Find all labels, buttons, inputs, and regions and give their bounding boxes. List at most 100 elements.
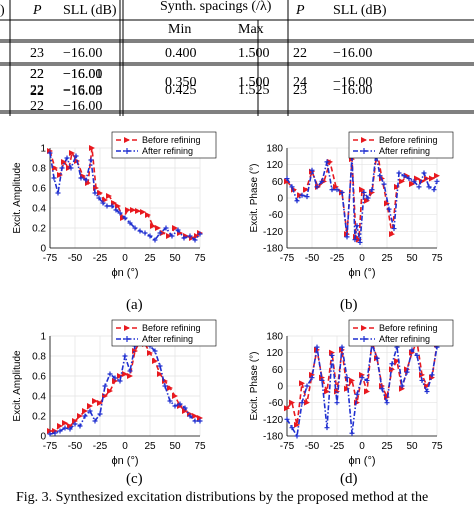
point-before xyxy=(145,212,151,218)
point-before xyxy=(419,371,425,378)
x-tick-label: 75 xyxy=(431,441,443,452)
x-tick-label: 25 xyxy=(381,441,393,452)
r3-sll-c: −16.00 xyxy=(63,99,102,114)
x-tick-label: -50 xyxy=(68,441,83,452)
legend-after-label: After refining xyxy=(379,334,430,344)
point-before xyxy=(87,403,93,409)
point-before xyxy=(57,423,63,429)
point-before xyxy=(284,178,290,185)
point-before xyxy=(434,172,440,179)
point-before xyxy=(369,189,375,196)
point-after xyxy=(117,210,123,216)
point-before xyxy=(384,200,390,207)
point-before xyxy=(389,231,395,238)
point-after xyxy=(424,389,430,395)
point-after xyxy=(361,189,367,195)
point-before xyxy=(160,230,166,236)
point-before xyxy=(127,373,133,379)
chart-d-phase: -75 -50 -25 0 25 50 75 -180 -120 -60 0 60 120 180 Exci… xyxy=(249,319,454,467)
x-axis-label: ϕn (°) xyxy=(348,455,375,467)
point-before xyxy=(359,186,365,193)
caption-d: (d) xyxy=(340,471,358,487)
header-p2: P xyxy=(295,3,305,18)
x-tick-label: -25 xyxy=(93,253,108,264)
point-before xyxy=(57,172,63,178)
point-before xyxy=(294,421,300,428)
r3-sll-a: −16.00 xyxy=(63,67,102,82)
point-after xyxy=(187,413,193,419)
y-tick-label: -180 xyxy=(263,432,283,443)
point-before xyxy=(112,378,118,384)
x-tick-label: -25 xyxy=(330,253,345,264)
legend-after-marker xyxy=(361,336,367,342)
point-after xyxy=(319,178,325,184)
point-after xyxy=(377,173,383,179)
point-after xyxy=(113,207,119,213)
point-after xyxy=(354,223,360,229)
point-after xyxy=(289,425,295,431)
point-after xyxy=(399,383,405,389)
r1-max: 1.500 xyxy=(238,46,270,61)
y-tick-label: 1 xyxy=(40,332,46,343)
legend-box xyxy=(111,319,217,347)
r1-min: 0.400 xyxy=(165,46,197,61)
point-after xyxy=(127,220,133,226)
r3-sll-b: −16.00 xyxy=(63,83,102,98)
point-before xyxy=(122,371,128,377)
x-axis-label: ϕn (°) xyxy=(348,267,375,279)
header-sll2: SLL (dB) xyxy=(333,3,387,18)
y-tick-label: 0.8 xyxy=(32,352,46,363)
x-tick-label: -75 xyxy=(43,253,58,264)
point-after xyxy=(72,421,78,427)
point-before xyxy=(334,388,340,395)
point-after xyxy=(364,377,370,383)
point-after xyxy=(406,176,412,182)
point-before xyxy=(106,193,112,199)
point-after xyxy=(117,378,123,384)
point-before xyxy=(72,418,78,424)
point-before xyxy=(150,223,156,229)
point-before xyxy=(172,393,178,399)
legend-after-marker xyxy=(124,148,130,154)
results-table-part2: 22 22 22 −16.00 −16.00 −16.00 0.425 1.52… xyxy=(0,64,474,116)
point-after xyxy=(51,175,57,181)
r2-min: 0.350 xyxy=(165,75,197,90)
point-after xyxy=(104,203,110,209)
y-tick-label: 0.6 xyxy=(32,184,46,195)
y-tick-label: 0 xyxy=(277,194,283,205)
point-after xyxy=(162,383,168,389)
point-after xyxy=(344,375,350,381)
point-after xyxy=(147,233,153,239)
y-tick-label: 0.4 xyxy=(32,392,46,403)
point-after xyxy=(92,418,98,424)
point-after xyxy=(396,170,402,176)
point-after xyxy=(175,227,181,233)
y-tick-label: 180 xyxy=(266,144,283,155)
x-tick-label: -75 xyxy=(280,441,295,452)
x-tick-label: 75 xyxy=(431,253,443,264)
point-before xyxy=(344,385,350,392)
point-after xyxy=(68,165,74,171)
point-after xyxy=(109,203,115,209)
point-after xyxy=(409,347,415,353)
header-synth-spacings: Synth. spacings (/λ) xyxy=(160,0,272,14)
point-after xyxy=(163,225,169,231)
r2-sll2: −16.00 xyxy=(333,75,372,90)
point-after xyxy=(152,348,158,354)
point-after xyxy=(157,230,163,236)
y-tick-label: 60 xyxy=(272,365,284,376)
legend-after-marker xyxy=(124,336,130,342)
point-after xyxy=(357,239,363,245)
legend-box xyxy=(348,131,454,159)
point-after xyxy=(172,403,178,409)
legend-after-marker xyxy=(361,148,367,154)
point-after xyxy=(389,361,395,367)
point-before xyxy=(394,358,400,364)
point-before xyxy=(399,385,405,392)
point-after xyxy=(314,344,320,350)
r3-p2: 23 xyxy=(293,83,307,98)
point-after xyxy=(102,383,108,389)
point-before xyxy=(82,408,88,414)
y-axis-label: Excit. Amplitude xyxy=(12,162,23,234)
